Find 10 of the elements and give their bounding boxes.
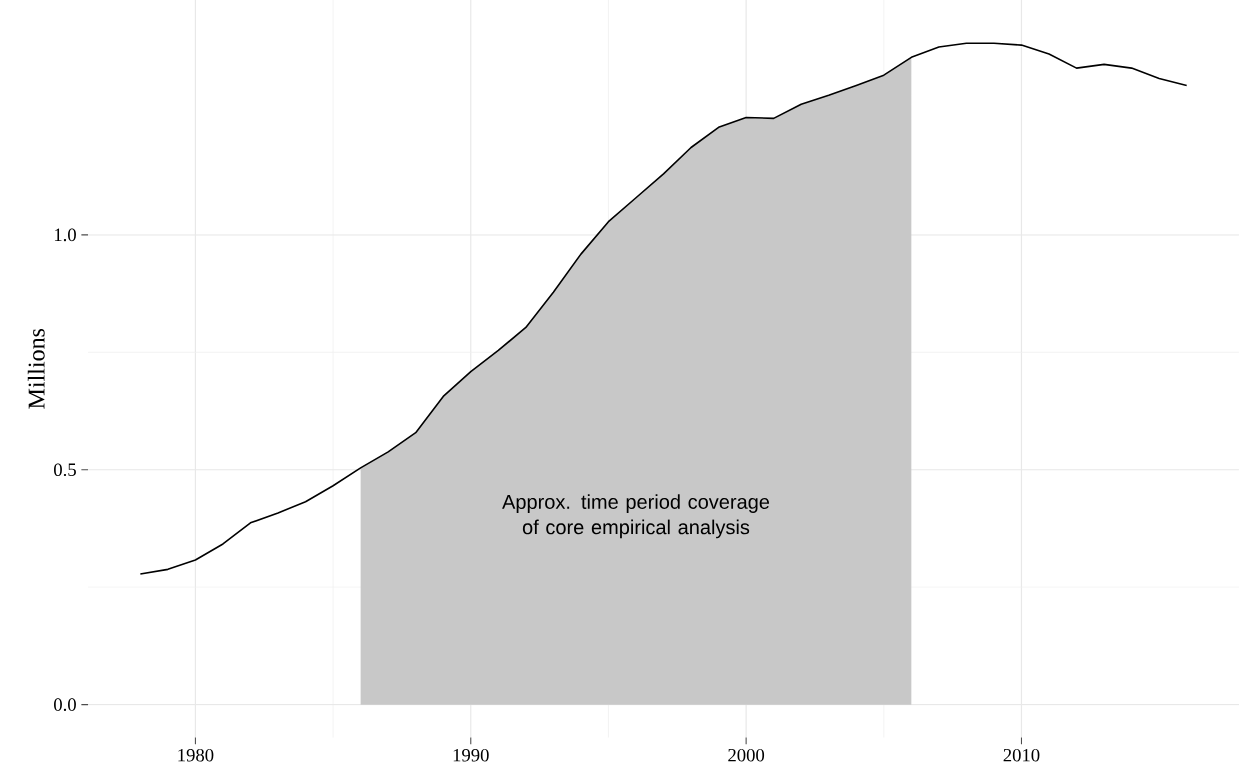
x-tick-label: 2000 — [728, 748, 765, 762]
x-tick-label: 1980 — [178, 748, 214, 762]
y-axis-title: Millions — [27, 328, 45, 409]
y-tick-label: 0.5 — [54, 463, 76, 477]
line-series — [139, 42, 1188, 575]
y-tick-label: 1.0 — [54, 228, 76, 242]
annotation: Approx. time period coverage of core empirical analysis — [502, 494, 770, 539]
x-tick-label: 2010 — [1003, 748, 1040, 762]
y-tick-label: 0.0 — [54, 698, 76, 712]
x-tick-label: 1990 — [453, 748, 489, 762]
